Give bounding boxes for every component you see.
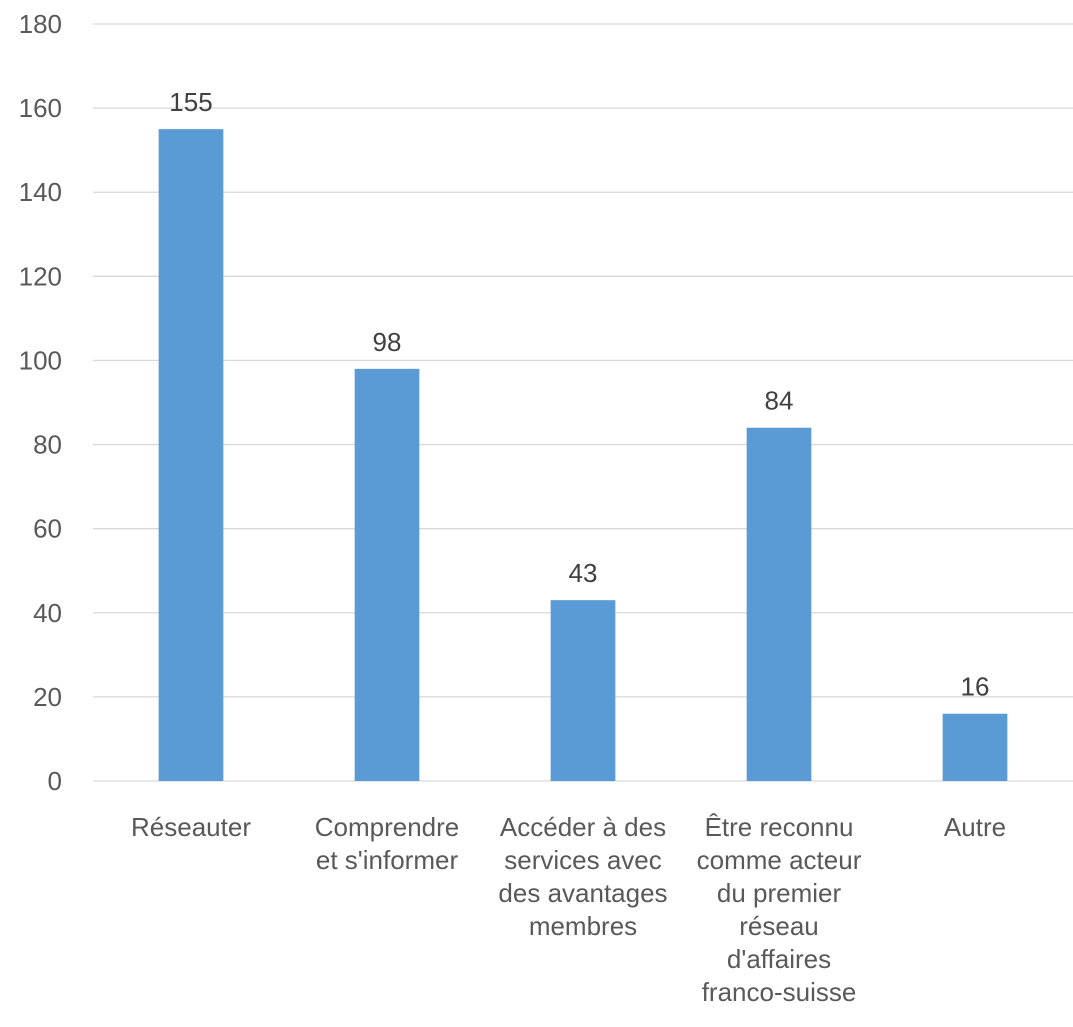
data-label: 98 — [373, 327, 402, 357]
bar — [158, 129, 224, 781]
bar — [942, 713, 1008, 781]
x-tick-label: Autre — [944, 812, 1006, 842]
y-tick-label: 140 — [19, 177, 62, 207]
x-tick-label: Être reconnu comme acteur du premier réseau… — [697, 812, 862, 1007]
data-label: 155 — [169, 87, 212, 117]
y-tick-label: 20 — [33, 682, 62, 712]
x-tick-label: Réseauter — [131, 812, 251, 842]
y-tick-label: 100 — [19, 345, 62, 375]
y-tick-label: 60 — [33, 514, 62, 544]
bars — [158, 129, 1008, 781]
bar — [550, 600, 616, 781]
y-axis-ticks: 0 20 40 60 80 100 120 140 160 180 — [19, 9, 62, 796]
data-label: 84 — [765, 386, 794, 416]
category-labels: Réseauter Comprendre et s'informer Accéder … — [131, 812, 1006, 1007]
x-tick-label: Accéder à des services avec des avantages m… — [498, 812, 667, 941]
data-label: 16 — [961, 672, 990, 702]
y-tick-label: 160 — [19, 93, 62, 123]
y-tick-label: 80 — [33, 430, 62, 460]
bar — [746, 427, 812, 781]
y-tick-label: 40 — [33, 598, 62, 628]
y-tick-label: 180 — [19, 9, 62, 39]
data-label: 43 — [569, 558, 598, 588]
y-tick-label: 0 — [48, 766, 62, 796]
gridlines — [93, 23, 1073, 698]
bar — [354, 368, 420, 781]
data-labels: 155 98 43 84 16 — [169, 87, 989, 702]
x-tick-label: Comprendre et s'informer — [315, 812, 460, 875]
y-tick-label: 120 — [19, 261, 62, 291]
